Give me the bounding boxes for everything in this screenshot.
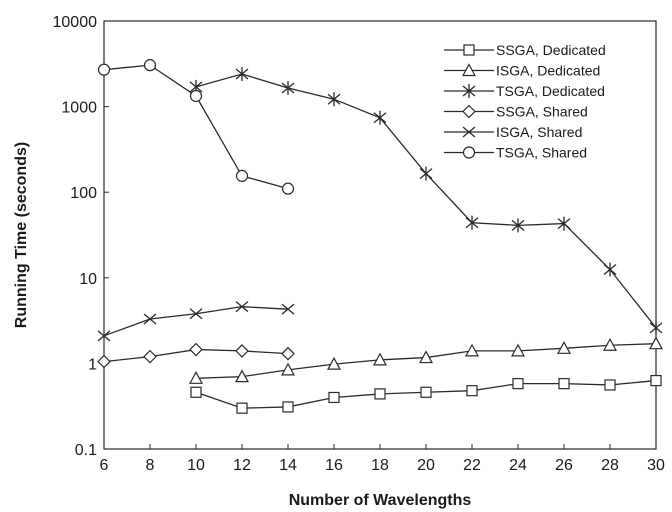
x-tick-label: 8: [146, 457, 155, 474]
data-point: [466, 385, 478, 397]
data-point: [143, 59, 157, 72]
data-point: [143, 313, 157, 325]
legend-label: ISGA, Shared: [496, 124, 582, 140]
y-axis-title: Running Time (seconds): [13, 142, 30, 328]
data-point: [190, 386, 202, 398]
series-4: [97, 342, 295, 369]
data-point: [97, 63, 111, 76]
data-point: [235, 344, 249, 358]
data-point: [602, 337, 618, 351]
x-tick-label: 20: [417, 457, 435, 474]
series-layer: [97, 59, 664, 414]
data-point: [418, 350, 434, 364]
data-point: [235, 301, 249, 313]
data-point: [648, 336, 664, 350]
data-point: [374, 388, 386, 400]
x-axis-title: Number of Wavelengths: [289, 492, 472, 509]
data-point: [465, 215, 479, 230]
legend-label: TSGA, Dedicated: [496, 83, 605, 99]
legend-label: SSGA, Shared: [496, 104, 588, 120]
y-tick-label: 1000: [61, 100, 97, 117]
data-point: [281, 182, 295, 195]
legend-label: TSGA, Shared: [496, 145, 587, 161]
data-point: [372, 352, 388, 366]
data-point: [328, 391, 340, 404]
data-point: [235, 169, 249, 183]
data-point: [558, 378, 570, 390]
data-point: [236, 402, 248, 414]
x-axis-ticks: 6 8 10 12 14 16 18 20 22 24 26 28 30: [100, 444, 665, 474]
x-tick-label: 26: [555, 457, 573, 474]
series-1: [190, 374, 662, 414]
legend: SSGA, Dedicated ISGA, Dedicated TSGA, Dedi…: [444, 42, 606, 161]
data-point: [188, 371, 204, 384]
y-tick-label: 10: [79, 271, 97, 288]
data-point: [326, 356, 342, 370]
series-6: [97, 59, 295, 195]
data-point: [419, 166, 433, 181]
legend-entry: TSGA, Dedicated: [444, 83, 605, 99]
data-point: [189, 89, 203, 103]
data-point: [97, 330, 111, 342]
data-point: [603, 262, 617, 277]
legend-entry: SSGA, Dedicated: [444, 42, 606, 58]
legend-marker: [462, 104, 476, 119]
legend-marker: [461, 63, 477, 77]
data-point: [281, 346, 295, 361]
x-tick-label: 18: [371, 457, 389, 474]
legend-entry: ISGA, Dedicated: [444, 63, 600, 79]
y-tick-label: 1: [88, 356, 97, 373]
data-point: [512, 378, 524, 390]
legend-entry: TSGA, Shared: [444, 145, 587, 161]
data-point: [189, 308, 203, 320]
series-2: [188, 336, 664, 384]
data-point: [281, 303, 295, 315]
data-point: [510, 343, 526, 357]
data-point: [281, 80, 295, 95]
data-point: [604, 379, 616, 391]
data-point: [234, 369, 250, 383]
y-axis-ticks: 0.1 1 10 100 1000 10000: [53, 14, 109, 459]
data-point: [143, 349, 157, 364]
legend-marker: [463, 44, 475, 56]
x-tick-label: 28: [601, 457, 619, 474]
data-point: [97, 354, 111, 369]
data-point: [420, 386, 432, 398]
legend-entry: ISGA, Shared: [444, 124, 582, 140]
series-5: [97, 301, 295, 342]
x-tick-label: 22: [463, 457, 481, 474]
legend-marker: [462, 146, 476, 159]
x-tick-label: 10: [187, 457, 205, 474]
x-tick-label: 12: [233, 457, 251, 474]
data-point: [511, 218, 525, 233]
data-point: [280, 362, 296, 376]
data-point: [373, 110, 387, 125]
y-tick-label: 0.1: [75, 442, 97, 459]
y-tick-label: 10000: [53, 14, 98, 31]
legend-entry: SSGA, Shared: [444, 104, 588, 120]
x-tick-label: 16: [325, 457, 343, 474]
x-tick-label: 6: [100, 457, 109, 474]
data-point: [556, 341, 572, 354]
data-point: [327, 92, 341, 107]
series-3: [189, 67, 663, 335]
x-tick-label: 24: [509, 457, 527, 474]
y-tick-label: 100: [70, 185, 97, 202]
legend-marker: [462, 126, 476, 138]
data-point: [649, 320, 663, 335]
data-point: [189, 342, 203, 357]
x-tick-label: 30: [647, 457, 665, 474]
legend-marker: [462, 84, 476, 98]
x-tick-label: 14: [279, 457, 297, 474]
data-point: [557, 216, 571, 231]
data-point: [235, 67, 249, 82]
data-point: [464, 343, 480, 357]
data-point: [650, 374, 662, 387]
legend-label: ISGA, Dedicated: [496, 63, 600, 79]
data-point: [282, 401, 294, 413]
legend-label: SSGA, Dedicated: [496, 42, 606, 58]
